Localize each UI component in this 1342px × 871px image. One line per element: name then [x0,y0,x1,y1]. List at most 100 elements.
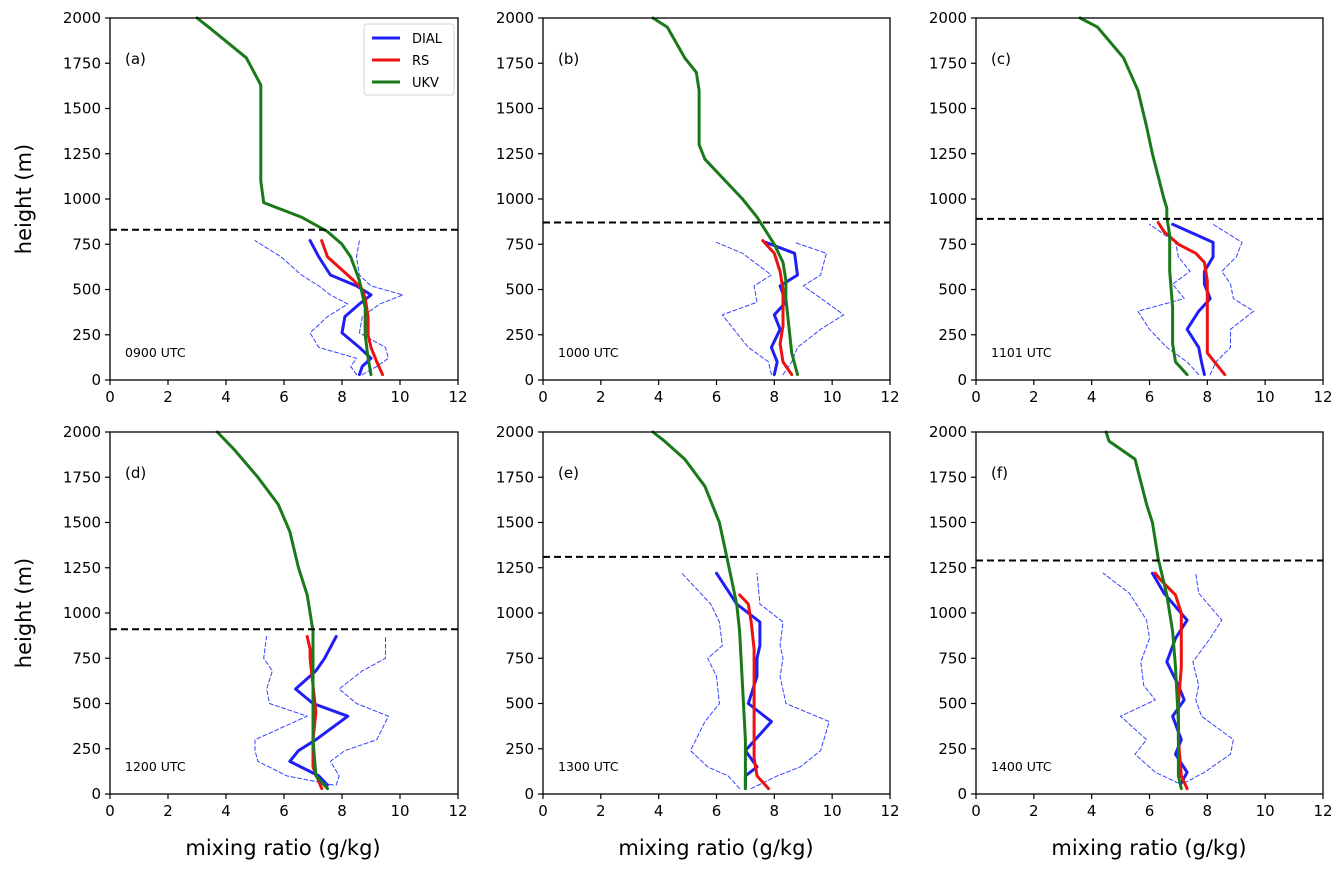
y-tick-label: 750 [938,649,967,667]
series-line-rs [1153,571,1189,791]
y-tick-label: 250 [505,740,534,758]
panel-letter: (e) [558,464,579,482]
y-tick-label: 1250 [496,559,534,577]
y-tick-label: 250 [72,740,101,758]
x-tick-label: 0 [105,802,115,820]
y-tick-label: 0 [524,371,534,389]
x-tick-label: 6 [279,802,289,820]
series-line-rs [1156,221,1227,377]
x-tick-label: 12 [448,802,467,820]
time-label: 1200 UTC [125,759,186,774]
y-tick-label: 1750 [496,468,534,486]
series-line-dial-dashed-upper [782,241,845,376]
x-tick-label: 2 [163,802,173,820]
series-line-dial [764,240,799,377]
x-tick-label: 8 [1203,388,1213,406]
y-tick-label: 250 [938,740,967,758]
legend: DIAL RS UKV [363,23,455,96]
axes-frame [109,431,459,795]
y-axis-label-top: height (m) [12,144,36,254]
y-tick-label: 750 [505,235,534,253]
x-tick-label: 6 [279,388,289,406]
x-tick-label: 2 [1029,388,1039,406]
time-label: 1400 UTC [991,759,1052,774]
x-axis-label-right: mixing ratio (g/kg) [1051,836,1246,860]
y-tick-label: 0 [957,371,967,389]
x-tick-label: 12 [880,802,899,820]
x-tick-label: 2 [596,388,606,406]
y-tick-label: 0 [91,785,101,803]
panel: 0 2 4 6 8 10 12 0 250 500 750 1000 1250 1500 1750 2000 (… [63,9,468,406]
x-tick-label: 6 [1145,802,1155,820]
x-tick-label: 8 [337,388,347,406]
y-tick-label: 250 [938,326,967,344]
x-tick-label: 4 [1087,388,1097,406]
y-tick-label: 500 [505,281,534,299]
y-tick-label: 1750 [63,54,101,72]
x-tick-label: 0 [538,802,548,820]
y-tick-label: 500 [72,281,101,299]
panel: 0 2 4 6 8 10 12 0 250 500 750 1000 1250 1500 1750 2000 (… [496,423,900,820]
panel-letter: (a) [125,50,146,68]
y-tick-label: 1250 [63,559,101,577]
x-tick-label: 4 [1087,802,1097,820]
y-tick-label: 750 [938,235,967,253]
x-tick-label: 6 [712,388,722,406]
panel: 0 2 4 6 8 10 12 0 250 500 750 1000 1250 1500 1750 2000 (… [496,9,900,406]
panel: 0 2 4 6 8 10 12 0 250 500 750 1000 1250 1500 1750 2000 (… [929,9,1333,406]
x-tick-label: 2 [596,802,606,820]
y-tick-label: 1000 [63,604,101,622]
y-tick-label: 750 [505,649,534,667]
x-tick-label: 10 [390,388,409,406]
y-tick-label: 1500 [496,514,534,532]
x-tick-label: 6 [1145,388,1155,406]
y-tick-label: 1000 [929,604,967,622]
x-tick-label: 12 [448,388,467,406]
legend-label-dial: DIAL [412,32,443,47]
panel-letter: (d) [125,464,146,482]
x-tick-label: 8 [1203,802,1213,820]
y-tick-label: 1500 [63,514,101,532]
series-line-dial-dashed-lower [254,240,357,376]
series-line-ukv [195,16,373,377]
y-tick-label: 1750 [929,54,967,72]
y-tick-label: 0 [91,371,101,389]
y-tick-label: 1500 [929,100,967,118]
x-tick-label: 12 [880,388,899,406]
series-line-dial-dashed-upper [1183,572,1234,784]
y-tick-label: 1500 [929,514,967,532]
x-tick-label: 4 [221,802,231,820]
x-tick-label: 0 [971,388,981,406]
y-tick-label: 1500 [63,100,101,118]
series-line-dial [288,635,350,787]
series-line-dial-dashed-upper [329,636,389,786]
axes-frame [975,431,1324,795]
time-label: 1101 UTC [991,345,1052,360]
x-axis-label-left: mixing ratio (g/kg) [185,836,380,860]
series-line-dial-dashed-lower [681,572,741,790]
x-tick-label: 12 [1313,388,1332,406]
series-line-rs [738,593,770,791]
panel: 0 2 4 6 8 10 12 0 250 500 750 1000 1250 1500 1750 2000 (… [929,423,1333,820]
series-line-rs [761,239,794,377]
series-line-dial [1171,222,1215,377]
x-tick-label: 0 [538,388,548,406]
y-tick-label: 1250 [496,145,534,163]
series-line-dial-dashed-lower [716,241,772,376]
x-tick-label: 6 [712,802,722,820]
panel-letter: (b) [558,50,579,68]
y-tick-label: 1750 [929,468,967,486]
x-tick-label: 8 [770,388,780,406]
x-tick-label: 4 [654,802,664,820]
y-tick-label: 1250 [63,145,101,163]
series-line-dial-dashed-lower [254,636,334,786]
series-line-dial-dashed-upper [356,240,404,376]
y-tick-label: 250 [505,326,534,344]
series-line-ukv [651,16,799,377]
series-line-dial-dashed-lower [1102,572,1179,784]
time-label: 1000 UTC [558,345,619,360]
y-tick-label: 750 [72,235,101,253]
y-tick-label: 750 [72,649,101,667]
y-tick-label: 0 [957,785,967,803]
